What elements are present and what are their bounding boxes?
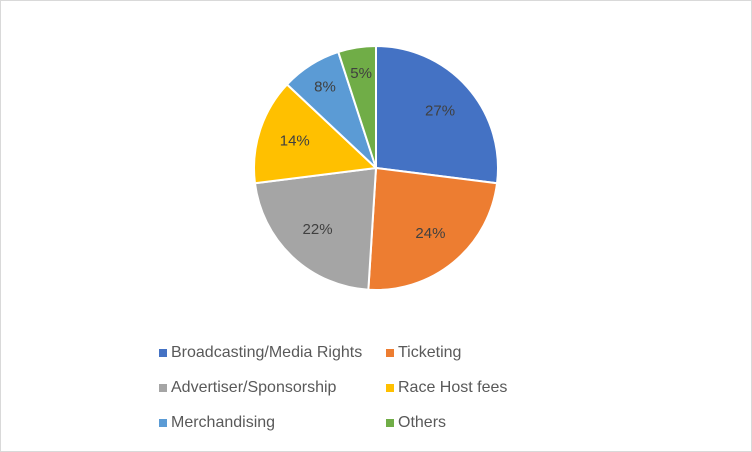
legend-swatch xyxy=(159,384,167,392)
pie-slice xyxy=(337,44,377,169)
legend-label: Broadcasting/Media Rights xyxy=(171,344,362,361)
data-label: 24% xyxy=(415,225,445,242)
pie-slice xyxy=(375,44,499,185)
legend-swatch xyxy=(386,384,394,392)
data-label: 5% xyxy=(350,65,372,82)
legend-label: Merchandising xyxy=(171,414,275,431)
legend-swatch xyxy=(159,349,167,357)
data-label: 14% xyxy=(280,133,310,150)
legend-label: Race Host fees xyxy=(398,379,507,396)
data-label: 8% xyxy=(314,79,336,96)
legend-swatch xyxy=(386,349,394,357)
data-label: 22% xyxy=(303,221,333,238)
pie-slice xyxy=(253,166,378,291)
pie-slice xyxy=(367,166,499,291)
legend-swatch xyxy=(159,419,167,427)
pie-slice xyxy=(253,83,379,185)
legend-label: Others xyxy=(398,414,446,431)
data-label: 27% xyxy=(425,102,455,119)
legend-label: Advertiser/Sponsorship xyxy=(171,379,337,396)
legend-label: Ticketing xyxy=(398,344,461,361)
legend-swatch xyxy=(386,419,394,427)
